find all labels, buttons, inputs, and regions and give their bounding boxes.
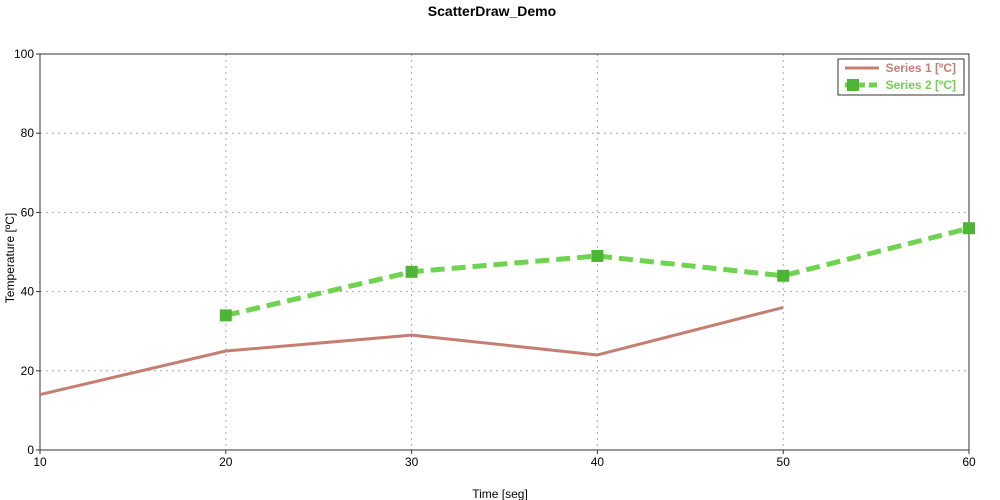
x-tick-label: 40	[591, 455, 605, 469]
x-tick-label: 30	[405, 455, 419, 469]
y-tick-label: 100	[14, 47, 34, 61]
series-1-line	[39, 305, 784, 397]
y-tick-label: 40	[21, 285, 35, 299]
plot-area	[39, 53, 970, 451]
legend-label: Series 1 [ºC]	[886, 61, 956, 75]
series-2-point	[405, 265, 418, 278]
series-2-point	[963, 222, 975, 235]
axis-ticks: 10 20 30 40 50 60 0 20 40 60 80 100	[14, 47, 976, 469]
y-tick-label: 20	[21, 364, 35, 378]
grid	[40, 54, 969, 450]
legend: Series 1 [ºC] Series 2 [ºC]	[837, 58, 965, 96]
series-2-line	[225, 225, 970, 318]
y-axis-label: Temperature [ºC]	[3, 213, 17, 303]
series-2-point	[591, 249, 604, 262]
legend-label: Series 2 [ºC]	[886, 78, 956, 92]
chart-title: ScatterDraw_Demo	[428, 3, 556, 19]
x-tick-label: 20	[219, 455, 233, 469]
x-tick-label: 50	[777, 455, 791, 469]
series-group	[39, 222, 975, 397]
series-2-point	[219, 309, 232, 322]
x-tick-label: 10	[33, 455, 47, 469]
legend-box	[837, 58, 965, 96]
x-axis-label: Time [seg]	[472, 487, 528, 500]
y-tick-label: 0	[27, 443, 34, 457]
y-tick-label: 80	[21, 126, 35, 140]
series-2-point	[777, 269, 790, 282]
x-tick-label: 60	[962, 455, 976, 469]
y-tick-label: 60	[21, 205, 35, 219]
legend-marker	[847, 79, 859, 91]
